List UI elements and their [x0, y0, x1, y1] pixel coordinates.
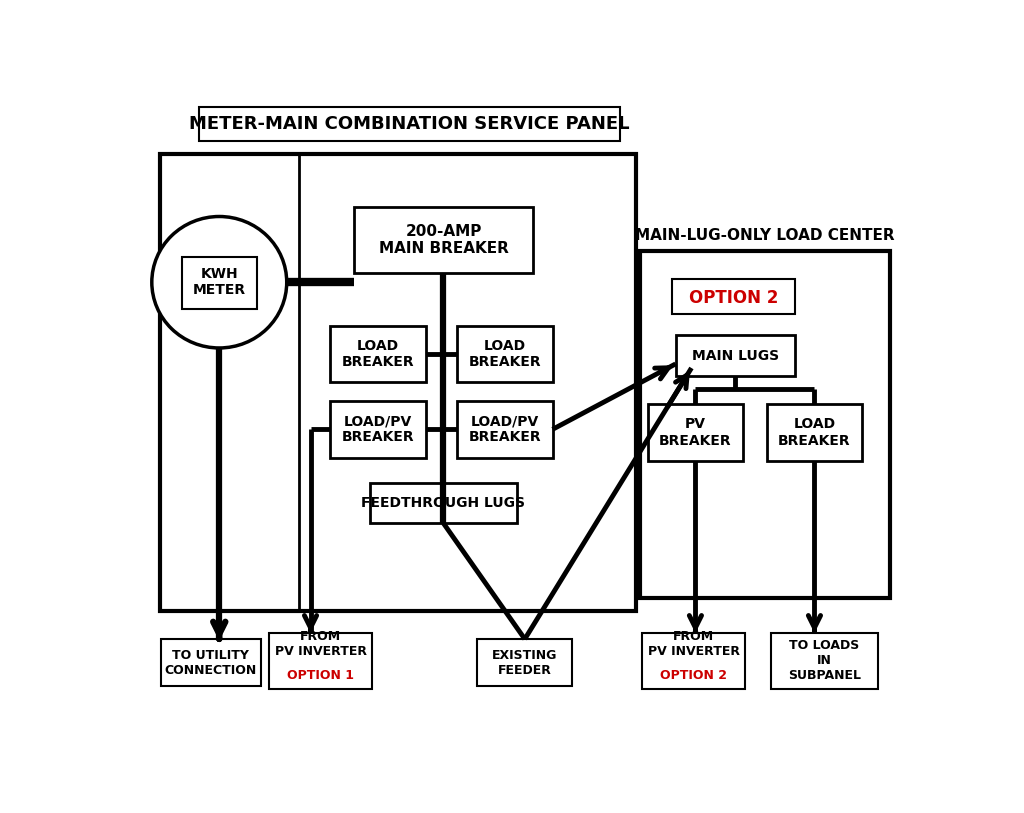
Bar	[182, 257, 257, 308]
Text: LOAD/PV
BREAKER: LOAD/PV BREAKER	[342, 415, 415, 445]
Bar	[672, 279, 795, 314]
Text: FEEDTHROUGH LUGS: FEEDTHROUGH LUGS	[361, 496, 525, 510]
Bar	[648, 404, 743, 461]
Bar	[160, 154, 636, 611]
Ellipse shape	[152, 216, 287, 348]
Text: MAIN LUGS: MAIN LUGS	[691, 349, 778, 363]
Text: LOAD
BREAKER: LOAD BREAKER	[342, 339, 415, 369]
Text: KWH
METER: KWH METER	[193, 267, 246, 298]
Text: FROM
PV INVERTER: FROM PV INVERTER	[274, 630, 367, 658]
Bar	[370, 483, 517, 524]
Text: METER-MAIN COMBINATION SERVICE PANEL: METER-MAIN COMBINATION SERVICE PANEL	[189, 115, 630, 133]
Text: FROM
PV INVERTER: FROM PV INVERTER	[648, 630, 739, 658]
Text: OPTION 1: OPTION 1	[288, 669, 354, 682]
Bar	[771, 633, 878, 689]
Bar	[477, 639, 572, 686]
Text: LOAD/PV
BREAKER: LOAD/PV BREAKER	[469, 415, 542, 445]
Bar	[331, 326, 426, 382]
Bar	[642, 633, 745, 689]
Bar	[269, 633, 373, 689]
Bar	[676, 336, 795, 376]
Bar	[331, 401, 426, 458]
Text: PV
BREAKER: PV BREAKER	[659, 417, 732, 448]
Text: LOAD
BREAKER: LOAD BREAKER	[469, 339, 542, 369]
Text: OPTION 2: OPTION 2	[660, 669, 727, 682]
Text: MAIN-LUG-ONLY LOAD CENTER: MAIN-LUG-ONLY LOAD CENTER	[635, 228, 895, 243]
Text: 200-AMP
MAIN BREAKER: 200-AMP MAIN BREAKER	[379, 224, 508, 256]
Bar	[162, 639, 260, 686]
Bar	[767, 404, 862, 461]
Text: TO UTILITY
CONNECTION: TO UTILITY CONNECTION	[165, 649, 257, 676]
Bar	[200, 107, 621, 141]
Bar	[640, 251, 890, 598]
Bar	[458, 401, 553, 458]
Text: LOAD
BREAKER: LOAD BREAKER	[778, 417, 851, 448]
Text: EXISTING
FEEDER: EXISTING FEEDER	[493, 649, 557, 676]
Text: TO LOADS
IN
SUBPANEL: TO LOADS IN SUBPANEL	[787, 640, 861, 682]
Bar	[354, 207, 532, 273]
Bar	[458, 326, 553, 382]
Text: OPTION 2: OPTION 2	[689, 289, 778, 307]
